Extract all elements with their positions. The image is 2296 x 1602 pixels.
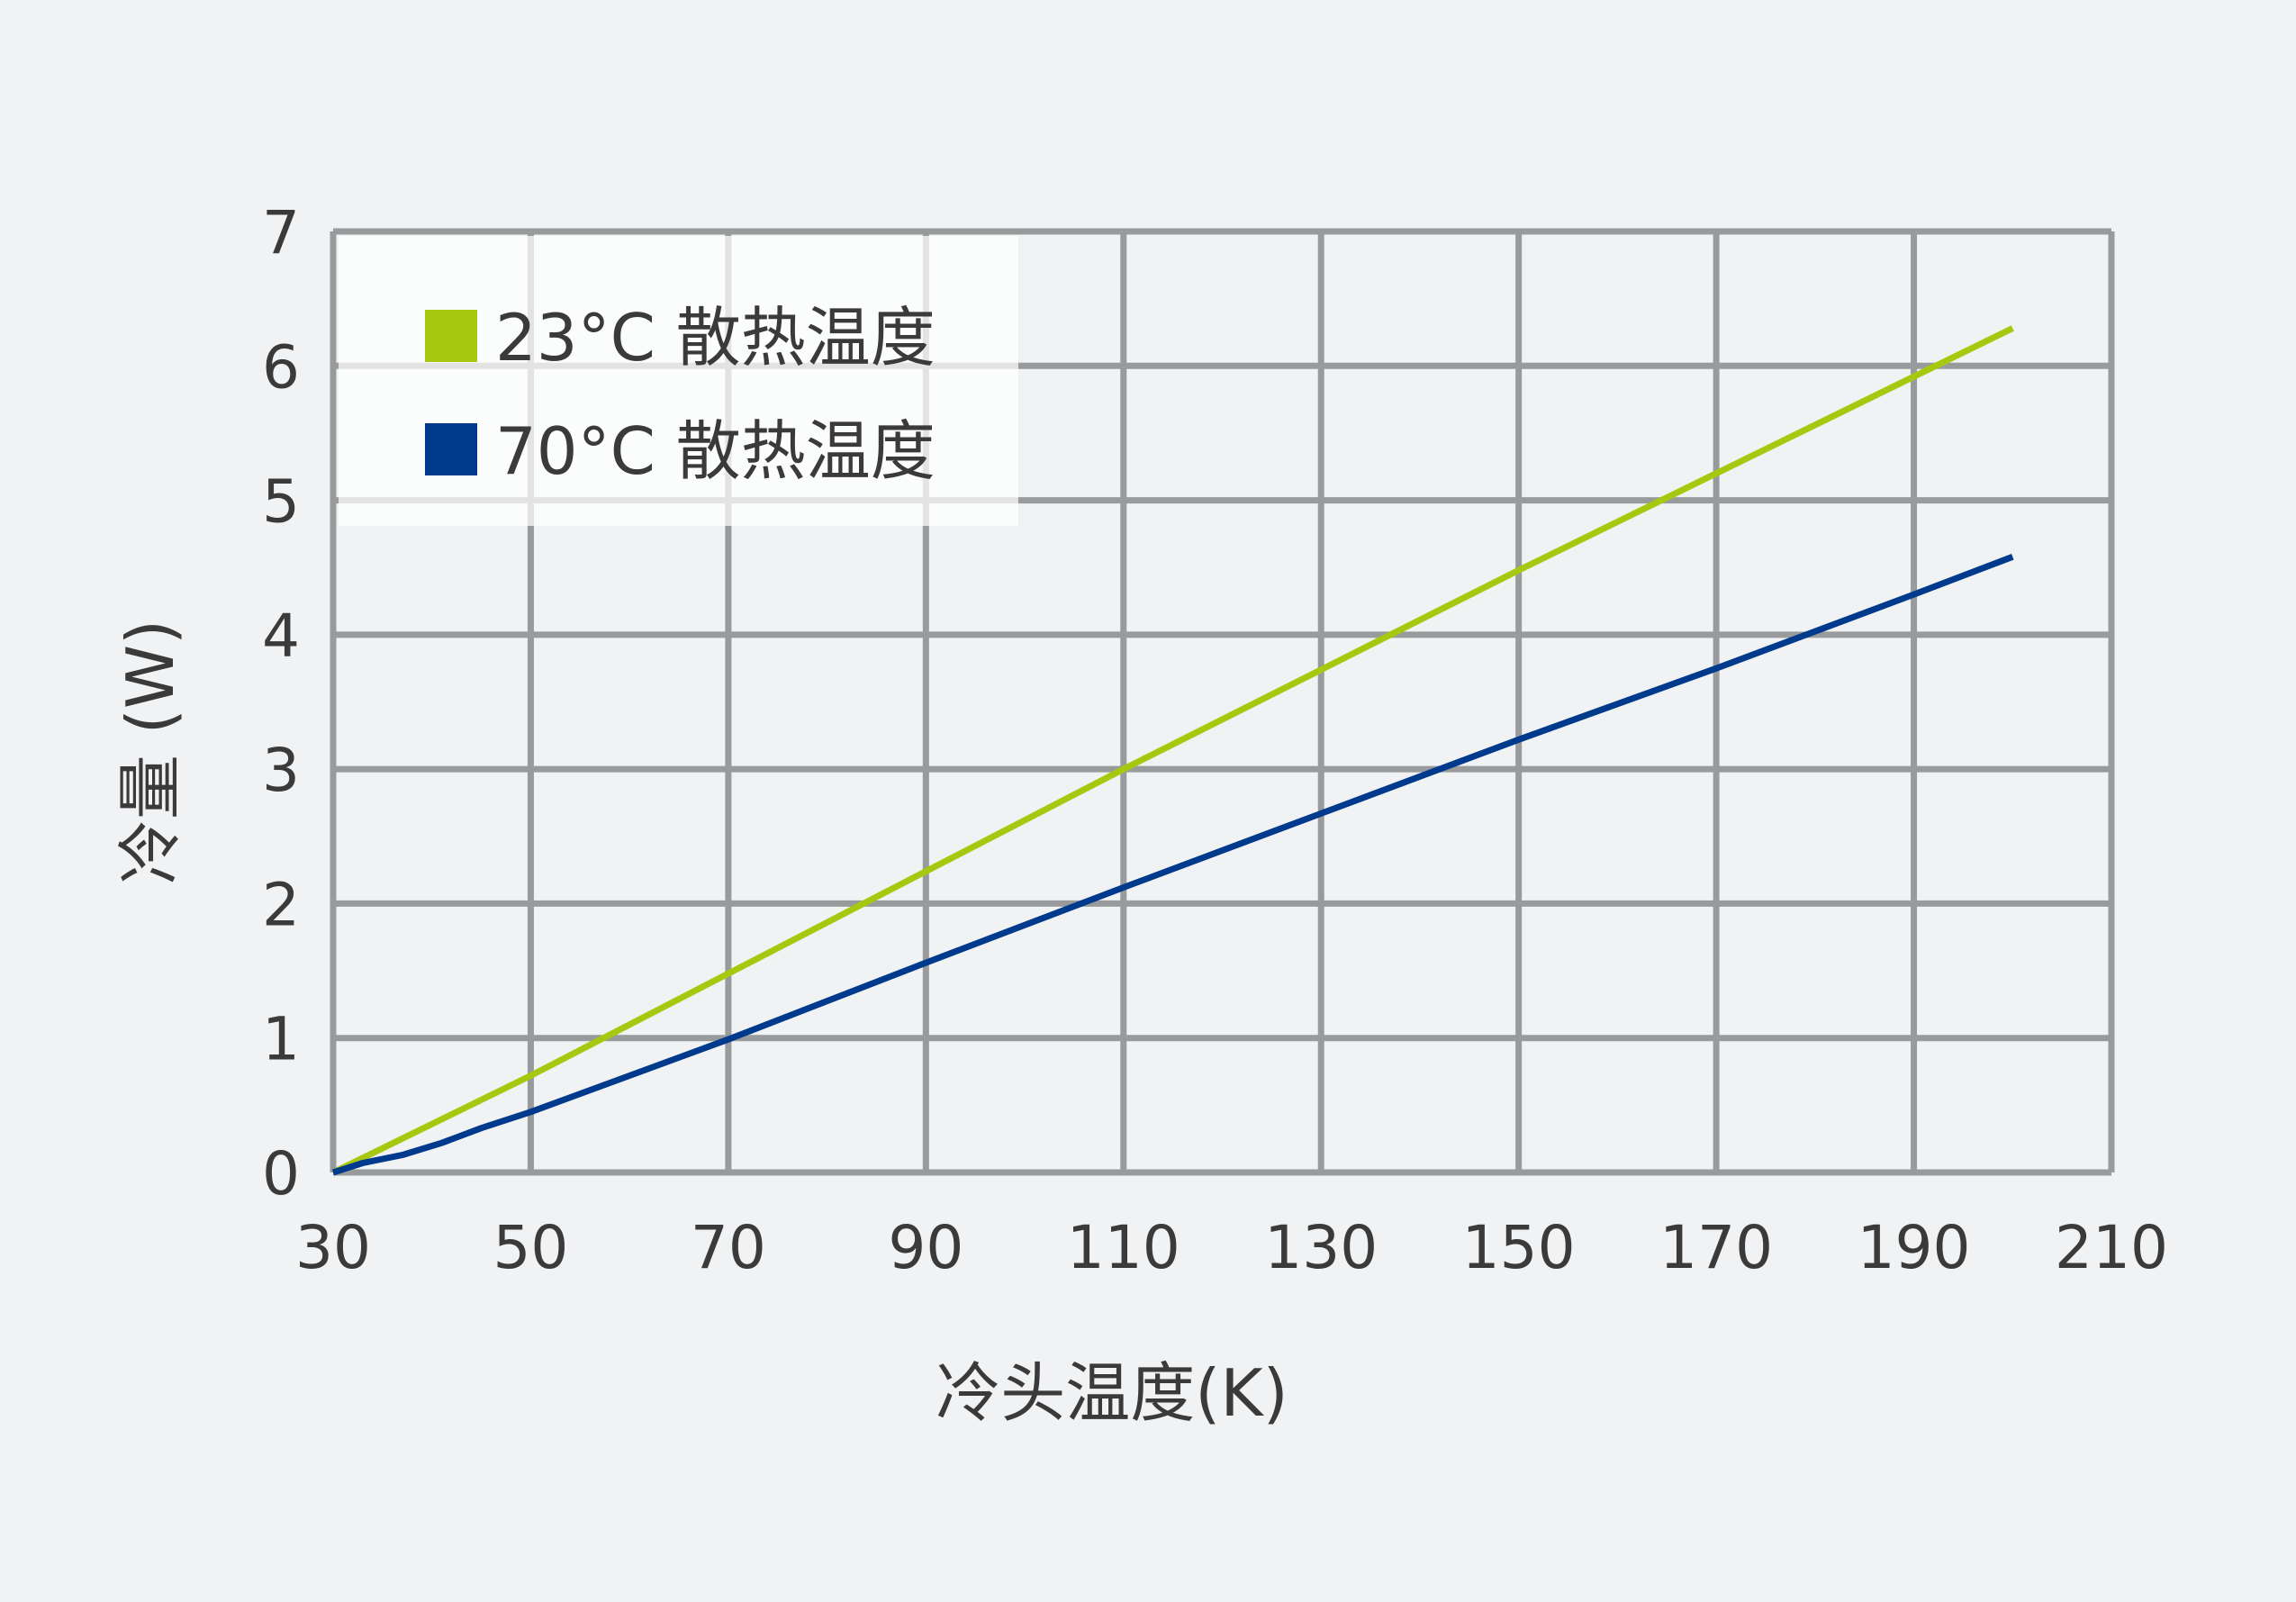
x-axis-title: 冷头温度(K): [936, 1355, 1288, 1431]
y-tick-label: 7: [262, 198, 300, 267]
x-tick-label: 50: [493, 1213, 568, 1282]
x-tick-label: 30: [295, 1213, 371, 1282]
legend-swatch: [425, 310, 477, 362]
y-axis-title: 冷量 (W): [113, 620, 188, 884]
legend-label: 23°C 散热温度: [495, 300, 936, 376]
y-tick-label: 4: [262, 602, 300, 671]
series-line-1: [331, 325, 2014, 1176]
legend-swatch: [425, 423, 477, 475]
y-tick-label: 2: [262, 870, 300, 939]
x-tick-label: 70: [691, 1213, 766, 1282]
x-tick-label: 210: [2055, 1213, 2168, 1282]
series-line-2: [331, 554, 2014, 1176]
y-tick-label: 6: [262, 332, 300, 402]
x-tick-label: 90: [888, 1213, 963, 1282]
x-tick-label: 110: [1067, 1213, 1180, 1282]
y-tick-labels: 0 1 2 3 4 5 6 7: [262, 198, 300, 1208]
y-tick-label: 1: [262, 1005, 300, 1074]
x-tick-label: 170: [1659, 1213, 1773, 1282]
x-tick-labels: 30 50 70 90 110 130 150 170 190 210: [295, 1213, 2168, 1282]
series-lines: [331, 325, 2014, 1176]
x-tick-label: 190: [1858, 1213, 1971, 1282]
legend-label: 70°C 散热温度: [495, 413, 936, 489]
x-tick-label: 130: [1264, 1213, 1378, 1282]
x-tick-label: 150: [1462, 1213, 1576, 1282]
legend: 23°C 散热温度 70°C 散热温度: [425, 300, 936, 489]
grid: [330, 228, 2115, 1176]
y-tick-label: 5: [262, 467, 300, 537]
legend-panel: [339, 236, 1018, 526]
legend-background: [339, 236, 1018, 526]
y-tick-label: 0: [262, 1139, 300, 1208]
y-tick-label: 3: [262, 736, 300, 805]
